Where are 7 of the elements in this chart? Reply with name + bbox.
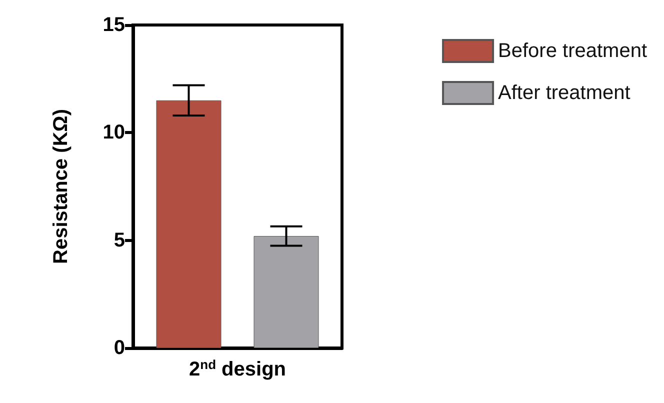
y-axis-title: Resistance (KΩ) <box>50 109 72 264</box>
y-tick-label: 10 <box>102 122 125 144</box>
y-tick-label: 0 <box>114 337 125 359</box>
legend-label: Before treatment <box>498 40 648 62</box>
y-tick-label: 15 <box>102 14 125 36</box>
y-tick-label: 5 <box>114 229 125 252</box>
legend-label: After treatment <box>498 82 631 104</box>
